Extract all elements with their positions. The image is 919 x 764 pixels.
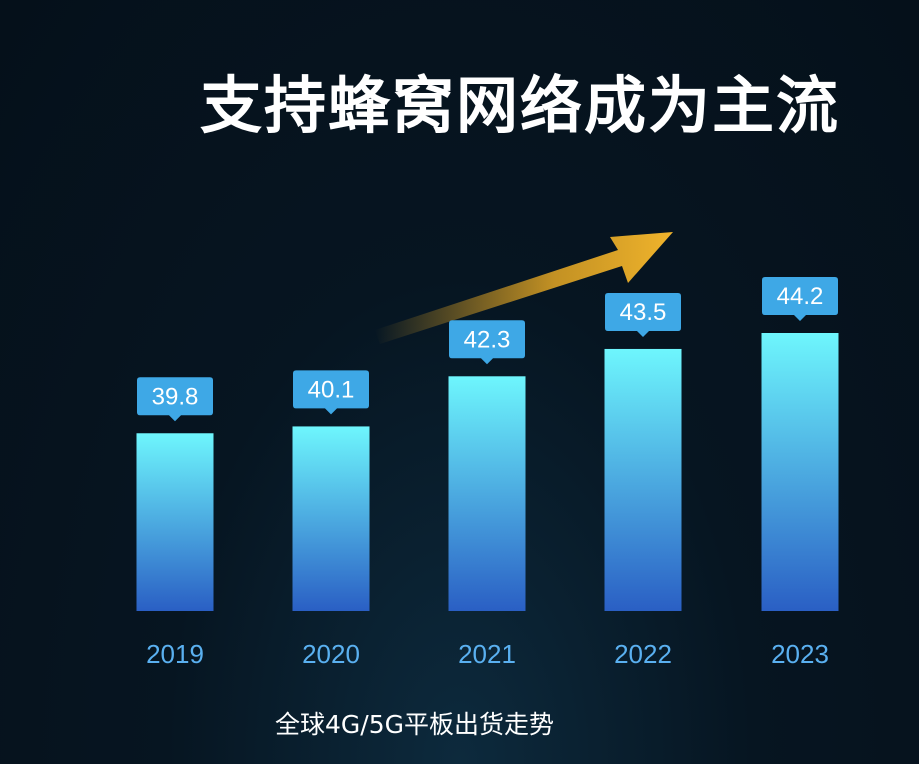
x-tick-2022: 2022	[614, 639, 672, 669]
bar-2020	[292, 426, 370, 611]
data-label-2021: 42.3	[464, 326, 511, 353]
data-label-box-2023	[762, 277, 838, 321]
data-label-2023: 44.2	[777, 283, 824, 310]
data-label-box-2021	[449, 320, 525, 365]
x-tick-2020: 2020	[302, 639, 360, 669]
data-label-2019: 39.8	[152, 383, 199, 410]
data-label-2020: 40.1	[308, 376, 355, 403]
chart-title: 支持蜂窝网络成为主流	[200, 69, 841, 142]
bar-2022	[604, 348, 682, 611]
data-label-box-2022	[605, 292, 681, 337]
x-tick-2021: 2021	[458, 639, 516, 669]
trend-arrow-icon	[375, 232, 673, 344]
x-tick-2023: 2023	[771, 639, 829, 669]
bar-2019	[136, 433, 214, 611]
x-tick-2019: 2019	[146, 639, 204, 669]
data-label-box-2019	[137, 377, 213, 422]
data-label-2022: 43.5	[620, 299, 667, 326]
chart-caption: 全球4G/5G平板出货走势	[275, 710, 554, 739]
data-label-box-2020	[293, 370, 369, 415]
bar-2021	[448, 376, 526, 611]
bar-2023	[761, 333, 839, 611]
